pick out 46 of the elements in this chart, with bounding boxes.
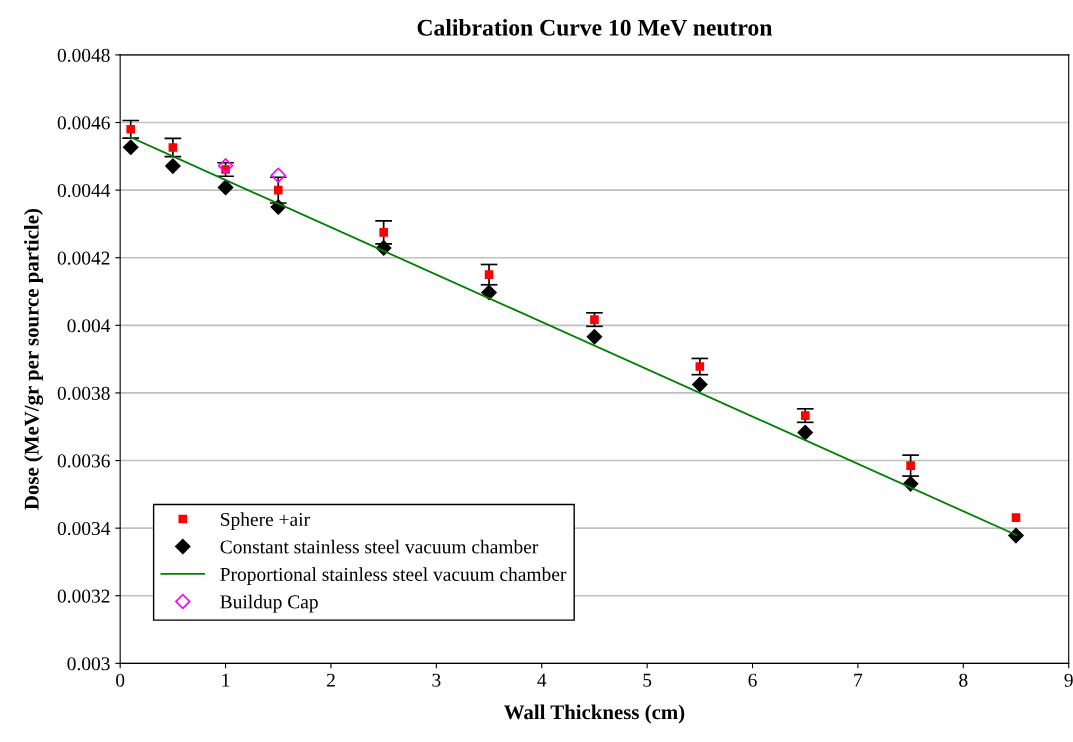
point bbox=[590, 315, 599, 324]
legend-label: Constant stainless steel vacuum chamber bbox=[220, 539, 539, 554]
x-tick-label: 1 bbox=[222, 673, 230, 687]
y-tick-label: 0.0038 bbox=[57, 386, 110, 400]
point bbox=[481, 284, 497, 301]
point bbox=[270, 167, 286, 183]
x-tick-label: 3 bbox=[432, 673, 441, 687]
point bbox=[123, 139, 139, 155]
y-tick-label: 0.004 bbox=[67, 319, 111, 333]
y-tick-label: 0.0042 bbox=[57, 251, 110, 265]
y-tick-label: 0.0036 bbox=[57, 454, 110, 468]
x-tick-label: 7 bbox=[854, 673, 863, 687]
point bbox=[1011, 513, 1021, 522]
point bbox=[692, 376, 708, 393]
point bbox=[217, 179, 234, 196]
x-tick-label: 4 bbox=[537, 673, 547, 687]
legend-label: Sphere +air bbox=[221, 512, 310, 530]
y-tick-label: 0.0044 bbox=[57, 183, 111, 198]
y-tick-label: 0.0034 bbox=[57, 521, 111, 536]
legend-label: Proportional stainless steel vacuum chamber bbox=[220, 567, 567, 585]
point bbox=[484, 270, 494, 279]
x-axis-title: Wall Thickness (cm) bbox=[504, 704, 685, 724]
point bbox=[800, 411, 810, 420]
point bbox=[695, 362, 705, 371]
y-tick-label: 0.003 bbox=[67, 657, 110, 671]
legend-label: Buildup Cap bbox=[220, 594, 318, 613]
x-tick-label: 5 bbox=[643, 673, 652, 687]
y-tick-label: 0.0046 bbox=[57, 116, 110, 130]
point bbox=[797, 424, 813, 441]
point bbox=[217, 158, 234, 174]
point bbox=[168, 143, 178, 152]
point bbox=[586, 329, 603, 345]
point bbox=[906, 461, 915, 470]
x-tick-label: 8 bbox=[959, 673, 968, 687]
x-tick-label: 2 bbox=[326, 673, 335, 687]
x-tick-label: 6 bbox=[748, 673, 757, 687]
chart-title: Calibration Curve 10 MeV neutron bbox=[417, 19, 773, 36]
x-tick-label: 9 bbox=[1064, 673, 1073, 687]
point bbox=[126, 124, 136, 134]
y-tick-label: 0.0048 bbox=[57, 48, 110, 62]
point bbox=[273, 185, 283, 195]
x-tick-label: 0 bbox=[116, 673, 125, 687]
y-tick-label: 0.0032 bbox=[57, 589, 110, 603]
point bbox=[379, 228, 388, 237]
y-axis-title: Dose (MeV/gr per source particle) bbox=[24, 209, 44, 510]
point bbox=[165, 158, 181, 174]
